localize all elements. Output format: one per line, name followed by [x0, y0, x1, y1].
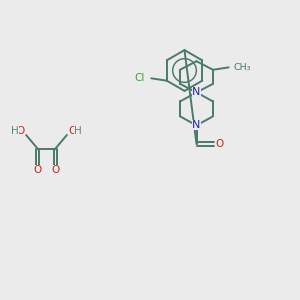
Text: O: O [33, 165, 42, 176]
Text: O: O [51, 165, 60, 176]
Text: N: N [192, 87, 201, 98]
Text: O: O [215, 139, 224, 149]
Text: N: N [192, 120, 201, 130]
Text: H: H [74, 126, 82, 136]
Text: O: O [16, 126, 25, 136]
Text: CH₃: CH₃ [234, 63, 251, 72]
Text: H: H [11, 126, 19, 136]
Text: O: O [68, 126, 76, 136]
Text: Cl: Cl [134, 73, 145, 83]
